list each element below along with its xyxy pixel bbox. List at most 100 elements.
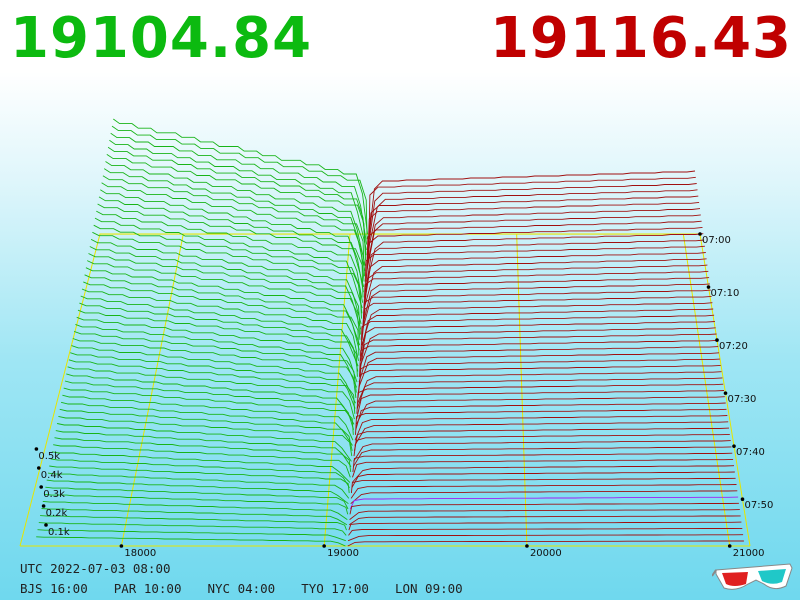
ask-depth-line [368,170,696,235]
bid-depth-line [90,238,362,325]
bid-depth-line [50,458,350,489]
ask-depth-line [349,509,740,520]
depth-lines [36,118,744,547]
volume-tick-marker [39,485,43,489]
volume-tick-label: 0.3k [43,489,65,500]
ask-depth-line [350,477,736,494]
bid-depth-line [47,472,350,499]
time-tick-marker [706,285,711,289]
grid-column [323,233,351,547]
ask-depth-line [355,408,727,435]
bid-depth-line [51,451,351,483]
bid-depth-line [79,302,359,372]
ask-depth-line [357,371,722,404]
ask-depth-line [366,214,701,272]
bid-depth-line [103,168,366,272]
bid-depth-line [38,522,347,536]
ask-depth-line [353,427,730,451]
bid-depth-line [70,352,356,409]
ask-depth-line [347,540,744,547]
bid-depth-line [71,345,356,404]
bid-depth-line [55,430,352,467]
ask-depth-line [357,364,721,398]
x-tick-label: 18000 [124,548,156,559]
ask-depth-line [361,302,713,346]
ask-depth-line [350,484,737,499]
volume-tick-label: 0.1k [48,527,70,538]
grid-column [120,233,184,547]
ask-depth-line [359,327,716,367]
bid-depth-line [96,210,364,303]
bid-depth-line [89,246,362,330]
bid-depth-line [62,394,354,441]
ask-depth-line [348,515,741,526]
time-tick-marker [740,497,745,502]
bid-depth-line [107,146,367,256]
bid-depth-line [37,529,346,542]
volume-tick-label: 0.4k [41,470,63,481]
ask-depth-line [354,421,729,446]
bid-depth-line [64,380,355,430]
ask-depth-line [362,283,710,330]
bid-depth-line [44,493,349,515]
ask-depth-line [367,201,700,261]
x-tick-marker [322,544,326,548]
time-tick-label: 07:50 [745,500,774,511]
time-tick-marker [723,391,728,395]
bid-depth-line [63,387,354,435]
bid-depth-line [73,330,357,393]
tz-bjs: BJS 16:00 [20,581,88,596]
bid-depth-line [84,274,360,351]
bid-depth-line [94,217,363,309]
bid-depth-line [93,224,363,314]
bid-depth-line [76,316,358,383]
bid-depth-line [85,267,361,346]
time-tick-label: 07:10 [711,288,740,299]
timezone-row: BJS 16:00 PAR 10:00 NYC 04:00 TYO 17:00 LON … [20,581,489,596]
bid-depth-line [42,500,348,520]
bid-depth-line [80,295,359,367]
tz-par: PAR 10:00 [113,581,182,596]
3d-glasses-icon[interactable] [712,560,794,594]
time-tick-label: 07:00 [702,235,731,246]
bid-depth-line [81,288,359,361]
bid-depth-line [68,359,356,414]
ask-depth-line [351,465,735,483]
ask-depth-line [350,490,738,505]
bid-depth-line [57,423,352,462]
ask-depth-line [361,295,712,340]
time-tick-marker [715,338,719,342]
bid-depth-line [100,189,365,288]
ask-depth-line [351,471,735,489]
x-tick-marker [525,544,529,548]
bid-depth-line [109,139,367,251]
bid-depth-line [98,196,364,293]
ask-depth-line [355,396,725,425]
ask-depth-line [357,358,720,393]
bid-depth-line [83,281,360,356]
ask-price: 19116.43 [489,6,792,71]
bid-depth-line [67,366,355,420]
ask-depth-line [364,252,706,303]
x-tick-label: 21000 [733,548,765,559]
bid-depth-line [113,118,368,235]
ask-depth-line [368,183,697,245]
ask-depth-line [352,458,734,478]
volume-tick-marker [34,447,39,451]
volume-tick-marker [37,466,41,470]
ask-depth-line [368,176,696,240]
x-tick-marker [119,544,124,548]
bid-depth-line [54,437,352,473]
time-tick-label: 07:20 [719,341,748,352]
bid-depth-line [92,231,362,319]
bid-depth-line [102,175,365,277]
bid-depth-line [45,486,349,510]
ask-depth-line [364,239,705,293]
volume-tick-marker [44,523,48,527]
bid-depth-line [88,253,361,335]
ask-depth-line [360,314,715,356]
bid-depth-line [77,309,358,377]
ask-depth-line [363,264,708,314]
tz-nyc: NYC 04:00 [207,581,276,596]
ask-depth-line [348,521,742,531]
